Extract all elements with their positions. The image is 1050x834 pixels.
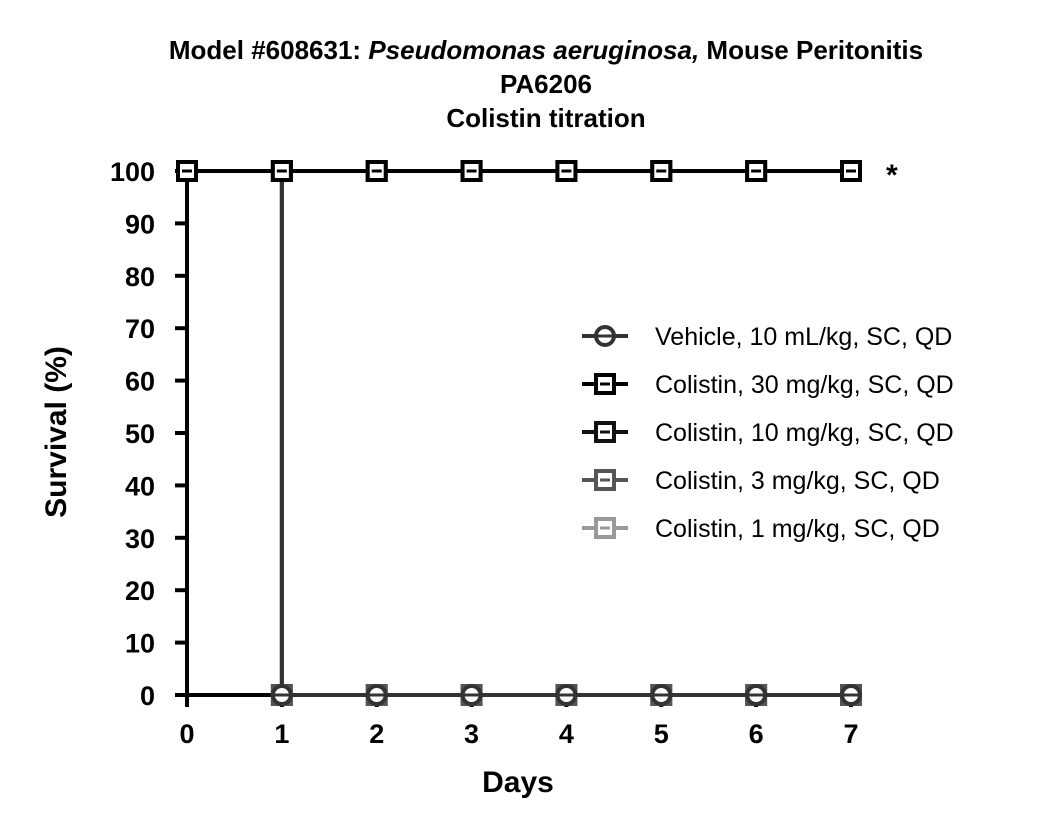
- y-tick-label: 90: [125, 209, 155, 239]
- series-1: [176, 160, 862, 182]
- legend-label: Colistin, 1 mg/kg, SC, QD: [655, 515, 940, 543]
- legend-item: Colistin, 1 mg/kg, SC, QD: [582, 515, 940, 543]
- y-tick-label: 100: [110, 157, 155, 187]
- legend-item: Colistin, 3 mg/kg, SC, QD: [582, 467, 940, 495]
- y-tick-label: 10: [125, 629, 155, 659]
- x-tick-label: 2: [369, 719, 384, 749]
- legend-label: Colistin, 10 mg/kg, SC, QD: [655, 419, 954, 447]
- x-tick-label: 5: [654, 719, 669, 749]
- legend-label: Colistin, 3 mg/kg, SC, QD: [655, 467, 940, 495]
- legend-label: Vehicle, 10 mL/kg, SC, QD: [655, 323, 952, 351]
- y-tick-label: 20: [125, 576, 155, 606]
- y-tick-label: 40: [125, 471, 155, 501]
- y-tick-label: 30: [125, 524, 155, 554]
- y-tick-label: 80: [125, 262, 155, 292]
- chart-title-organism: Pseudomonas aeruginosa,: [368, 35, 700, 65]
- x-tick-label: 3: [464, 719, 479, 749]
- series-group: [176, 160, 862, 706]
- chart-subtitle-titration: Colistin titration: [446, 103, 646, 133]
- y-tick-label: 0: [140, 681, 155, 711]
- y-tick-label: 60: [125, 367, 155, 397]
- legend-item: Colistin, 10 mg/kg, SC, QD: [582, 419, 954, 447]
- legend: Vehicle, 10 mL/kg, SC, QD Colistin, 30 mg…: [582, 323, 954, 543]
- y-tick-label: 50: [125, 419, 155, 449]
- x-tick-label: 4: [559, 719, 574, 749]
- chart-title-part-1: Model #608631:: [168, 35, 369, 65]
- x-tick-label: 6: [749, 719, 764, 749]
- legend-item: Vehicle, 10 mL/kg, SC, QD: [582, 323, 952, 351]
- y-tick-label: 70: [125, 314, 155, 344]
- x-tick-label: 7: [843, 719, 858, 749]
- significance-asterisk: *: [886, 159, 898, 192]
- y-axis-label: Survival (%): [40, 346, 73, 518]
- legend-item: Colistin, 30 mg/kg, SC, QD: [582, 371, 954, 399]
- x-axis-label: Days: [482, 766, 554, 799]
- chart-subtitle-strain: PA6206: [499, 69, 593, 99]
- chart-title: Model #608631: Pseudomonas aeruginosa, M…: [0, 34, 1050, 66]
- legend-label: Colistin, 30 mg/kg, SC, QD: [655, 371, 954, 399]
- x-tick-label: 1: [274, 719, 289, 749]
- chart-title-part-3: Mouse Peritonitis: [699, 35, 924, 65]
- axes: 0 10 20 30 40 50 60 70 80 90 100 0 1 2 3 4 5 6 7: [110, 157, 859, 749]
- x-tick-label: 0: [179, 719, 194, 749]
